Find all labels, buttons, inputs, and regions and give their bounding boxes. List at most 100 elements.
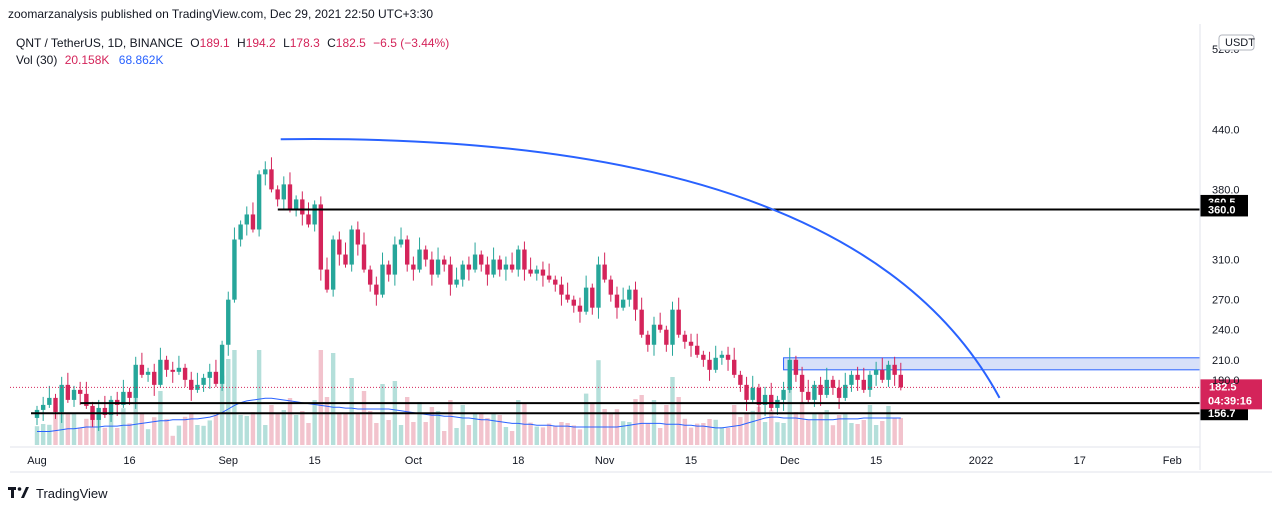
candle[interactable] bbox=[596, 256, 601, 319]
candle[interactable] bbox=[176, 355, 182, 375]
candle[interactable] bbox=[213, 359, 219, 387]
candle[interactable] bbox=[657, 312, 663, 333]
symbol-legend[interactable]: QNT / TetherUS, 1D, BINANCE O189.1 H194.… bbox=[16, 36, 453, 50]
candle[interactable] bbox=[429, 251, 435, 286]
candle[interactable] bbox=[386, 260, 391, 282]
candle[interactable] bbox=[127, 387, 132, 405]
candle[interactable] bbox=[830, 375, 836, 395]
candle[interactable] bbox=[645, 330, 651, 352]
candle[interactable] bbox=[787, 347, 792, 393]
candle[interactable] bbox=[633, 281, 638, 321]
candle[interactable] bbox=[614, 286, 620, 319]
candle[interactable] bbox=[892, 356, 897, 386]
candle[interactable] bbox=[707, 351, 712, 381]
candle[interactable] bbox=[71, 385, 77, 407]
candle[interactable] bbox=[201, 373, 206, 392]
candle[interactable] bbox=[719, 350, 725, 365]
candle[interactable] bbox=[836, 379, 842, 409]
candle[interactable] bbox=[670, 301, 675, 356]
candle[interactable] bbox=[762, 386, 768, 416]
candle[interactable] bbox=[880, 357, 885, 383]
candle[interactable] bbox=[65, 372, 71, 403]
resistance-zone[interactable] bbox=[783, 357, 1201, 371]
candle[interactable] bbox=[460, 260, 465, 287]
candle[interactable] bbox=[898, 362, 903, 391]
candle[interactable] bbox=[312, 200, 317, 232]
candle[interactable] bbox=[849, 370, 854, 392]
tradingview-brand[interactable]: TradingView bbox=[36, 485, 108, 501]
candle[interactable] bbox=[361, 232, 367, 273]
candle[interactable] bbox=[324, 257, 330, 293]
candle[interactable] bbox=[287, 172, 293, 213]
symbol-title[interactable]: QNT / TetherUS, 1D, BINANCE bbox=[16, 36, 183, 50]
candle[interactable] bbox=[577, 297, 583, 323]
currency-badge[interactable] bbox=[1218, 34, 1255, 51]
candle[interactable] bbox=[769, 382, 774, 411]
candle[interactable] bbox=[293, 195, 299, 217]
candle[interactable] bbox=[694, 333, 700, 358]
candle[interactable] bbox=[793, 355, 799, 382]
candle[interactable] bbox=[732, 347, 737, 378]
candle[interactable] bbox=[367, 265, 373, 292]
candle[interactable] bbox=[472, 242, 478, 273]
candle[interactable] bbox=[411, 256, 416, 281]
candle[interactable] bbox=[448, 256, 453, 296]
candle[interactable] bbox=[553, 275, 558, 292]
candle[interactable] bbox=[256, 170, 262, 237]
candle[interactable] bbox=[318, 196, 324, 281]
candle[interactable] bbox=[53, 393, 58, 419]
candle[interactable] bbox=[306, 202, 311, 228]
candle[interactable] bbox=[145, 367, 151, 382]
candle[interactable] bbox=[244, 206, 249, 236]
candle[interactable] bbox=[108, 395, 114, 422]
candle[interactable] bbox=[170, 361, 175, 383]
candle[interactable] bbox=[392, 236, 398, 286]
candle[interactable] bbox=[466, 256, 472, 281]
candle[interactable] bbox=[219, 340, 225, 391]
candle[interactable] bbox=[886, 360, 891, 387]
candle[interactable] bbox=[534, 265, 539, 281]
candle[interactable] bbox=[195, 372, 200, 393]
candle[interactable] bbox=[627, 285, 632, 307]
candle[interactable] bbox=[503, 256, 509, 281]
candle[interactable] bbox=[250, 202, 256, 233]
footer[interactable]: TradingView bbox=[8, 483, 108, 503]
volume-legend[interactable]: Vol (30) 20.158K 68.862K bbox=[16, 53, 163, 67]
candle[interactable] bbox=[516, 245, 521, 277]
candle[interactable] bbox=[84, 381, 89, 409]
candle[interactable] bbox=[688, 333, 694, 357]
candle[interactable] bbox=[158, 347, 163, 388]
candle[interactable] bbox=[398, 227, 404, 248]
candle[interactable] bbox=[559, 276, 564, 306]
candle[interactable] bbox=[583, 275, 589, 315]
candle[interactable] bbox=[133, 356, 138, 409]
candle[interactable] bbox=[139, 352, 145, 378]
candle[interactable] bbox=[651, 316, 657, 356]
candle[interactable] bbox=[738, 370, 743, 392]
candle[interactable] bbox=[330, 235, 336, 297]
candle[interactable] bbox=[269, 157, 274, 193]
candle[interactable] bbox=[497, 255, 502, 277]
candle[interactable] bbox=[546, 263, 552, 283]
candle[interactable] bbox=[77, 381, 83, 405]
candle[interactable] bbox=[509, 252, 515, 273]
candle[interactable] bbox=[608, 275, 614, 302]
candle[interactable] bbox=[232, 227, 237, 303]
candle[interactable] bbox=[226, 291, 231, 356]
candle[interactable] bbox=[775, 395, 780, 415]
candle[interactable] bbox=[59, 376, 64, 423]
candle[interactable] bbox=[491, 247, 496, 278]
curved-trendline[interactable] bbox=[280, 138, 1001, 399]
candle[interactable] bbox=[756, 383, 762, 412]
candle[interactable] bbox=[380, 252, 385, 298]
candle[interactable] bbox=[818, 376, 823, 406]
candle[interactable] bbox=[343, 242, 348, 268]
candle[interactable] bbox=[682, 330, 688, 349]
candle[interactable] bbox=[750, 375, 755, 403]
candle[interactable] bbox=[454, 267, 459, 288]
candle[interactable] bbox=[590, 283, 595, 315]
candle[interactable] bbox=[417, 237, 422, 273]
candle[interactable] bbox=[843, 372, 848, 401]
candle[interactable] bbox=[300, 191, 305, 226]
